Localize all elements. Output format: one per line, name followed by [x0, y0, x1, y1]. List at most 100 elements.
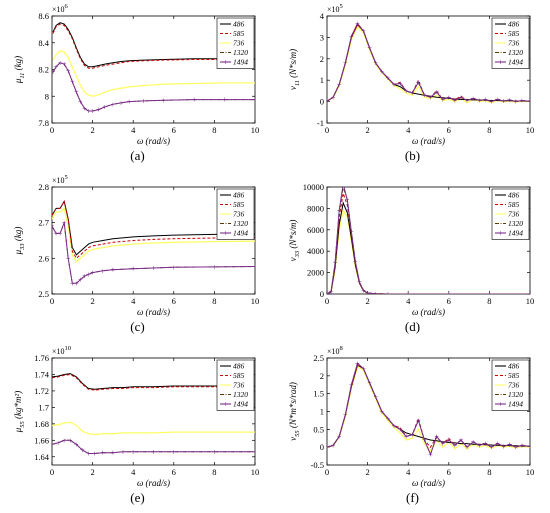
y-exponent-power: 5	[340, 3, 343, 10]
y-exponent: ×1010	[52, 345, 71, 356]
series-group: + + + +++ + + + + + + + + + +	[52, 373, 255, 457]
series-marker-1494: +	[62, 437, 67, 444]
legend-label: 585	[233, 371, 245, 380]
legend-label: 736	[508, 39, 520, 48]
y-exponent-base: ×10	[52, 176, 65, 185]
x-tick-label: 10	[526, 125, 535, 135]
series-marker-1494: +	[171, 264, 176, 271]
series-marker-1494: +	[341, 181, 346, 188]
series-marker-1494: +	[483, 441, 488, 448]
legend-marker-1494: +	[498, 401, 503, 408]
series-marker-1494: +	[151, 265, 156, 272]
x-tick-label: 2	[90, 467, 94, 477]
y-exponent: ×108	[327, 345, 343, 356]
legend-label: 1320	[233, 219, 248, 228]
series-marker-1494: +	[513, 444, 518, 451]
legend-label: 585	[508, 29, 520, 38]
series-group: + +++++++++ + + + + + + +	[327, 181, 530, 294]
y-exponent-base: ×10	[327, 347, 340, 356]
series-marker-1494: +	[349, 382, 354, 389]
legend-label: 486	[233, 362, 245, 371]
caption-d: (d)	[404, 319, 421, 334]
x-tick-label: 0	[325, 467, 329, 477]
series-line-1494	[52, 62, 255, 112]
series-marker-1494: +	[82, 105, 87, 112]
panel-e: 0 2 4 6 8 10 1.64 1.66 1.68 1.7 1.72 1.74 1.76 ×1010 ω…	[0, 342, 275, 513]
series-marker-1494: +	[80, 447, 85, 454]
series-marker-1494: +	[343, 60, 348, 67]
x-tick-label: 10	[526, 467, 535, 477]
caption-b: (b)	[404, 148, 421, 163]
series-line-1494	[327, 187, 530, 294]
y-label-main: μ	[13, 78, 23, 84]
y-axis-label: ν55 (N*m*s/rad)	[288, 382, 301, 441]
x-tick-label: 6	[447, 467, 451, 477]
y-label-unit: (kg)	[13, 227, 23, 244]
series-marker-1494: +	[446, 437, 451, 444]
series-marker-1494: +	[422, 437, 427, 444]
x-axis-label: ω (rad/s)	[412, 478, 445, 488]
series-marker-1494: +	[353, 259, 358, 266]
x-tick-label: 4	[406, 467, 411, 477]
series-marker-1494: +	[324, 98, 329, 105]
series-marker-1494: +	[361, 28, 366, 35]
series-marker-1494: +	[519, 442, 524, 449]
series-marker-1494: +	[49, 223, 54, 230]
series-marker-1494: +	[422, 92, 427, 99]
series-marker-1494: +	[357, 279, 362, 286]
x-tick-label: 6	[172, 467, 176, 477]
y-tick-label: 8.6	[38, 11, 49, 21]
x-tick-label: 8	[487, 125, 491, 135]
legend-label: 486	[233, 20, 245, 29]
series-marker-1494: +	[222, 97, 227, 104]
legend-label: 486	[233, 191, 245, 200]
series-marker-1494: +	[86, 108, 91, 115]
x-tick-label: 6	[447, 296, 451, 306]
x-tick-label: 10	[251, 296, 260, 306]
legend-label: 736	[508, 381, 520, 390]
series-marker-1494: +	[527, 98, 532, 105]
y-tick-label: 0.5	[313, 424, 324, 434]
y-label-sub: 11	[294, 80, 301, 86]
series-marker-1494: +	[345, 197, 350, 204]
y-tick-label: -0.5	[311, 460, 324, 470]
legend-label: 1320	[508, 48, 523, 57]
y-label-sub: 55	[294, 430, 301, 437]
y-label-unit: (N*m*s/rad)	[288, 382, 298, 430]
series-marker-1494: +	[434, 433, 439, 440]
y-tick-label: 2000	[307, 268, 324, 278]
series-group: ++ ++++ +++ + + + + + + + + +	[49, 199, 255, 287]
x-tick-label: 4	[131, 125, 136, 135]
series-marker-1494: +	[379, 69, 384, 76]
series-marker-1494: +	[74, 280, 79, 287]
series-marker-1494: +	[212, 264, 217, 271]
x-tick-label: 4	[406, 296, 411, 306]
series-marker-1494: +	[385, 416, 390, 423]
y-exponent-power: 8	[340, 345, 343, 352]
y-tick-label: 0	[320, 442, 324, 452]
y-tick-label: 0	[320, 289, 324, 299]
series-marker-1494: +	[373, 394, 378, 401]
series-line-486	[52, 373, 255, 390]
y-label-sub: 33	[294, 250, 301, 258]
y-tick-label: 1	[320, 75, 324, 85]
series-marker-1494: +	[495, 441, 500, 448]
y-tick-label: 1.66	[34, 435, 49, 445]
y-tick-label: 4000	[307, 246, 324, 256]
series-marker-1494: +	[501, 443, 506, 450]
series-marker-1494: +	[56, 440, 61, 447]
series-marker-1494: +	[331, 94, 336, 101]
y-tick-label: 8.4	[38, 38, 49, 48]
legend-label: 486	[508, 362, 520, 371]
legend-label: 1494	[508, 229, 523, 238]
series-marker-1494: +	[192, 97, 197, 104]
series-marker-1494: +	[489, 444, 494, 451]
series-marker-1494: +	[110, 450, 115, 457]
series-marker-1494: +	[58, 60, 63, 67]
series-marker-1494: +	[398, 80, 403, 87]
series-marker-1494: +	[527, 443, 532, 450]
x-tick-label: 0	[50, 296, 54, 306]
series-marker-1494: +	[337, 433, 342, 440]
series-marker-1494: +	[90, 270, 95, 277]
